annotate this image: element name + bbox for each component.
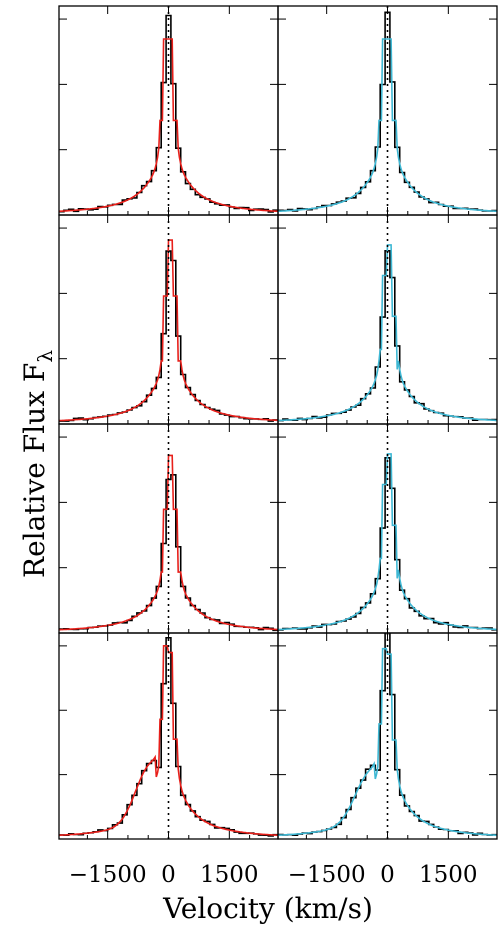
model-fit-curve [59, 644, 278, 837]
y-axis-title-main: Relative Flux F [18, 363, 51, 578]
model-fit-curve [59, 454, 278, 631]
x-tick-label: 0 [380, 862, 395, 888]
x-tick-label: 0 [161, 862, 176, 888]
spectrum-panel [277, 214, 498, 425]
model-fit-curve [278, 38, 497, 213]
panel-plot-area [59, 633, 278, 839]
spectrum-panel [58, 214, 279, 425]
panel-plot-area [278, 424, 497, 633]
panel-plot-area [278, 6, 497, 215]
x-axis-title: Velocity (km/s) [162, 892, 373, 925]
spectrum-panel [58, 5, 279, 216]
model-fit-curve [278, 647, 497, 837]
x-tick-label: 1500 [200, 862, 259, 888]
panel-plot-area [59, 6, 278, 215]
x-axis: −1500 0 1500 −1500 0 1500 Velocity (km/s… [69, 862, 478, 925]
observed-spectrum [59, 14, 278, 213]
observed-spectrum [59, 473, 278, 632]
x-tick-label: −1500 [288, 862, 366, 888]
spectrum-panel [277, 632, 498, 840]
spectrum-panel [58, 423, 279, 634]
panel-plot-area [59, 215, 278, 424]
y-axis-title: Relative Flux Fλ [18, 350, 57, 578]
model-fit-curve [278, 244, 497, 422]
x-tick-label: 1500 [419, 862, 478, 888]
spectrum-panel [58, 632, 279, 840]
observed-spectrum [278, 633, 497, 837]
panel-grid [58, 5, 498, 840]
panel-plot-area [278, 215, 497, 424]
y-axis-title-subscript: λ [33, 350, 57, 363]
y-axis-title-group: Relative Flux Fλ [18, 350, 57, 578]
panel-plot-area [59, 424, 278, 633]
model-fit-curve [59, 38, 278, 213]
spectrum-panel [277, 5, 498, 216]
panel-plot-area [278, 633, 497, 839]
spectrum-panel [277, 423, 498, 634]
model-fit-curve [278, 453, 497, 631]
x-tick-label: −1500 [69, 862, 147, 888]
